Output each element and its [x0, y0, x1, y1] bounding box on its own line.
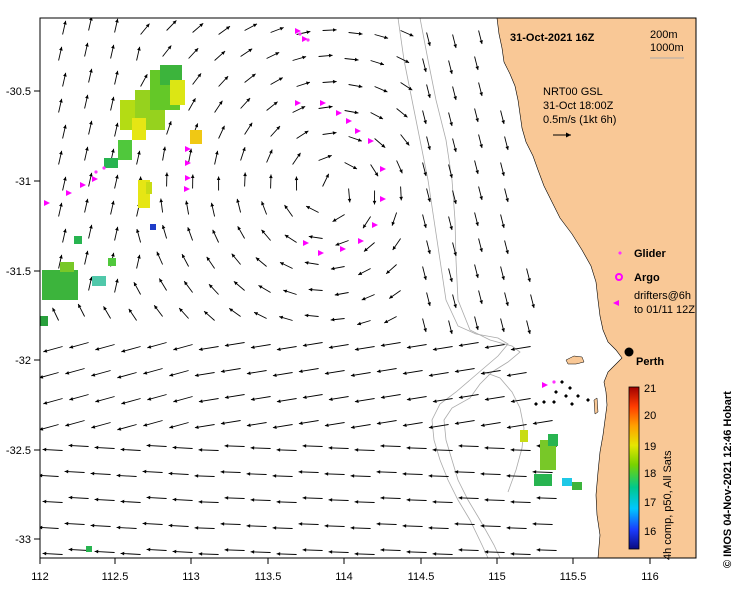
y-tick-label: -31	[15, 176, 31, 188]
current-vectors	[40, 18, 557, 556]
colorbar-ticks: 21 20 19 18 17 16	[644, 383, 656, 538]
land-western-australia	[496, 18, 696, 558]
colorbar-tick: 20	[644, 410, 656, 422]
colorbar-tick: 18	[644, 468, 656, 480]
scale-arrow	[553, 132, 571, 138]
y-tick-label: -30.5	[6, 86, 31, 98]
x-tick-label: 112.5	[102, 571, 129, 583]
x-tick-label: 115	[488, 571, 506, 583]
depth-legend-1000m: 1000m	[650, 42, 684, 54]
current-time: 31-Oct 18:00Z	[543, 100, 614, 112]
current-source: NRT00 GSL	[543, 86, 603, 98]
drifter-tracks	[44, 28, 548, 388]
argo-legend-icon	[615, 273, 623, 281]
glider-track	[94, 32, 556, 384]
sst-patches	[40, 65, 582, 552]
glider-legend-label: Glider	[634, 248, 667, 260]
x-tick-label: 116	[641, 571, 659, 583]
y-axis: -30.5 -31 -31.5 -32 -32.5 -33	[6, 86, 31, 546]
y-tick-label: -31.5	[6, 266, 31, 278]
x-axis: 112 112.5 113 113.5 114 114.5 115 115.5 …	[31, 571, 659, 583]
city-label-perth: Perth	[636, 356, 664, 368]
x-tick-label: 114.5	[408, 571, 435, 583]
argo-legend-label: Argo	[634, 272, 660, 284]
isobath-1000m	[397, 18, 509, 558]
x-tick-label: 113	[182, 571, 200, 583]
x-tick-label: 115.5	[560, 571, 587, 583]
x-tick-label: 112	[31, 571, 49, 583]
colorbar-tick: 17	[644, 497, 656, 509]
island-rottnest	[565, 355, 585, 365]
y-tick-label: -32	[15, 355, 31, 367]
colorbar-tick: 16	[644, 526, 656, 538]
x-tick-label: 114	[335, 571, 353, 583]
mooring-markers	[534, 380, 590, 406]
y-tick-label: -32.5	[6, 445, 31, 457]
current-scale: 0.5m/s (1kt 6h)	[543, 114, 616, 126]
island-garden	[593, 397, 599, 415]
depth-legend-200m: 200m	[650, 29, 678, 41]
colorbar-tick: 21	[644, 383, 656, 395]
map-title: 31-Oct-2021 16Z	[510, 32, 595, 44]
credit-text: © IMOS 04-Nov-2021 12:46 Hobart	[722, 391, 734, 568]
plot-frame	[39, 17, 697, 559]
drifter-legend-period: to 01/11 12Z	[634, 304, 695, 316]
isobath-inner	[483, 371, 525, 493]
isobath-200m	[419, 18, 521, 558]
drifter-legend-icon	[613, 300, 619, 306]
drifter-legend-label: drifters@6h	[634, 290, 691, 302]
axis-ticks	[34, 90, 651, 564]
x-tick-label: 113.5	[255, 571, 282, 583]
glider-legend-icon	[618, 251, 622, 255]
colorbar	[628, 386, 640, 550]
colorbar-tick: 19	[644, 441, 656, 453]
perth-marker	[624, 347, 634, 357]
y-tick-label: -33	[15, 534, 31, 546]
colorbar-label: 4h comp, p50, All Sats	[662, 450, 674, 560]
